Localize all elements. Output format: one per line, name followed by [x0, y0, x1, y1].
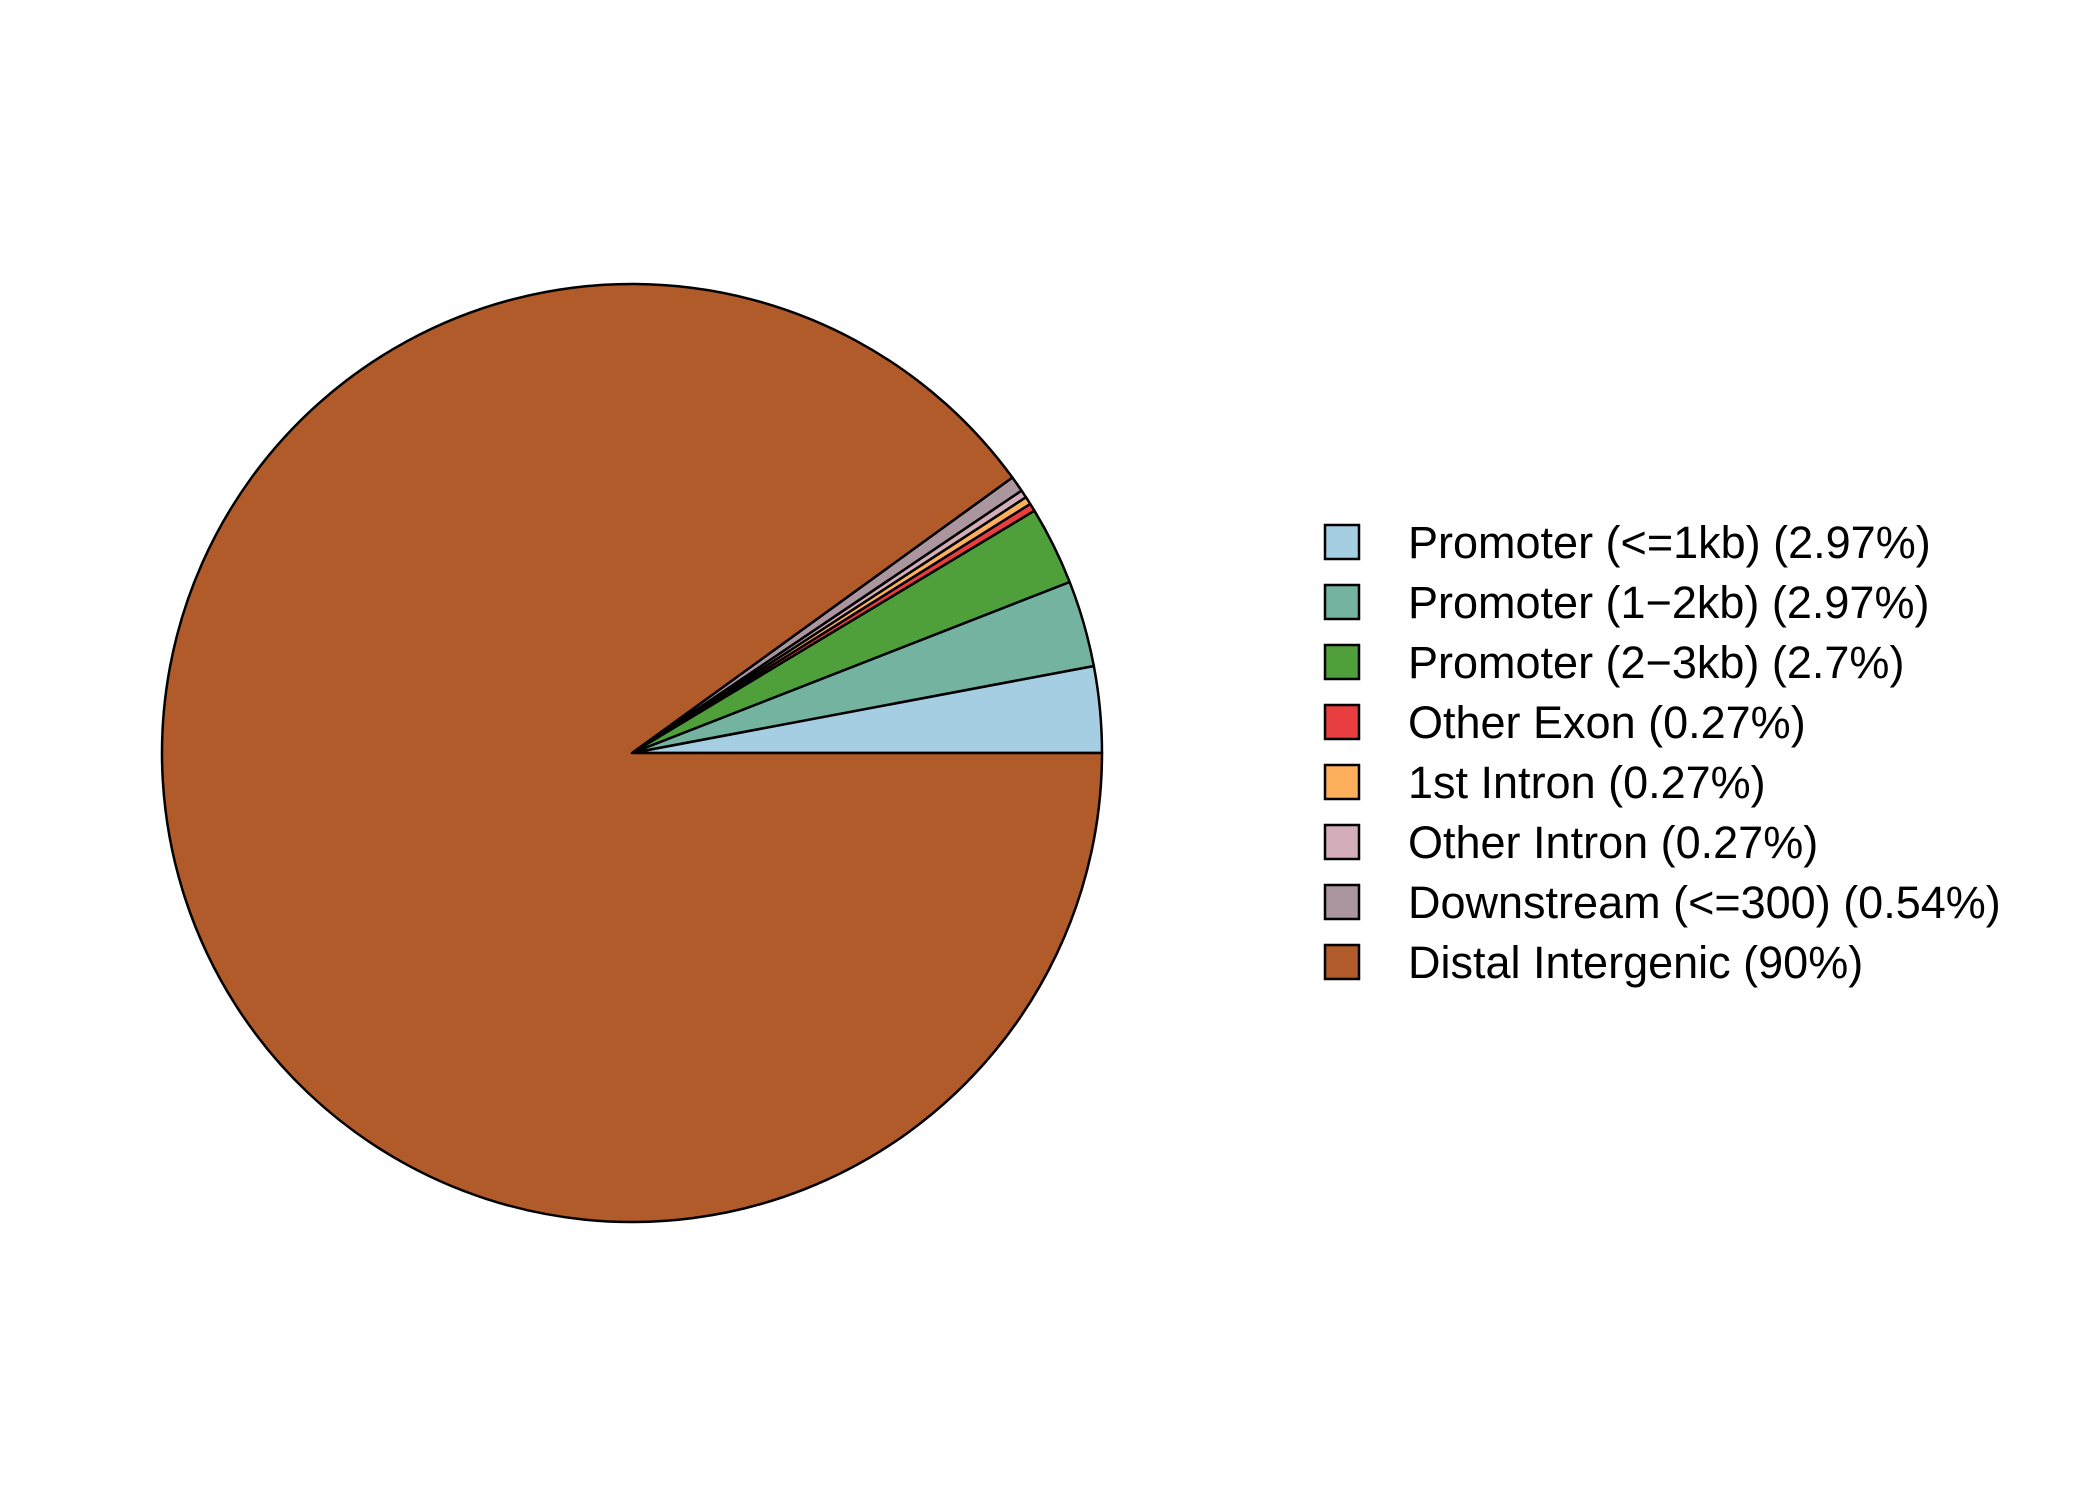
- legend-swatch: [1323, 643, 1361, 681]
- legend-item-other-exon: Other Exon (0.27%): [1323, 697, 1806, 748]
- pie-slice-distal-intergenic: [160, 282, 1104, 1224]
- legend-item-distal-intergenic: Distal Intergenic (90%): [1323, 937, 1863, 988]
- legend-swatch: [1323, 583, 1361, 621]
- legend-label: Promoter (1−2kb) (2.97%): [1408, 577, 1929, 628]
- legend-label: Promoter (2−3kb) (2.7%): [1408, 637, 1904, 688]
- legend: Promoter (<=1kb) (2.97%) Promoter (1−2kb)…: [1323, 517, 2001, 988]
- legend-label: Downstream (<=300) (0.54%): [1408, 877, 2001, 928]
- legend-item-1st-intron: 1st Intron (0.27%): [1323, 757, 1766, 808]
- legend-item-downstream-300: Downstream (<=300) (0.54%): [1323, 877, 2001, 928]
- legend-label: Distal Intergenic (90%): [1408, 937, 1863, 988]
- pie-slices: [160, 282, 1104, 1224]
- legend-swatch: [1323, 523, 1361, 561]
- legend-item-promoter-2-3kb: Promoter (2−3kb) (2.7%): [1323, 637, 1904, 688]
- legend-item-promoter-1kb: Promoter (<=1kb) (2.97%): [1323, 517, 1931, 568]
- legend-swatch: [1323, 763, 1361, 801]
- legend-swatch: [1323, 883, 1361, 921]
- legend-label: Promoter (<=1kb) (2.97%): [1408, 517, 1931, 568]
- legend-swatch: [1323, 943, 1361, 981]
- legend-label: Other Exon (0.27%): [1408, 697, 1806, 748]
- legend-item-promoter-1-2kb: Promoter (1−2kb) (2.97%): [1323, 577, 1929, 628]
- legend-label: 1st Intron (0.27%): [1408, 757, 1766, 808]
- legend-swatch: [1323, 823, 1361, 861]
- legend-item-other-intron: Other Intron (0.27%): [1323, 817, 1818, 868]
- legend-swatch: [1323, 703, 1361, 741]
- legend-label: Other Intron (0.27%): [1408, 817, 1818, 868]
